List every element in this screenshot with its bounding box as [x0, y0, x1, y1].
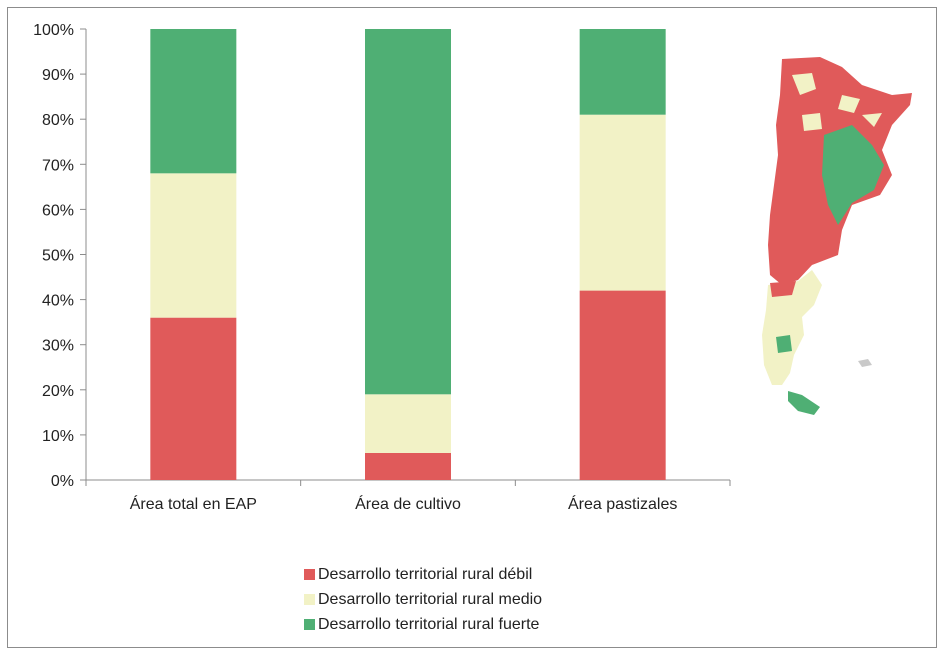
map-north-yellow-patches: [792, 73, 882, 131]
bar-segment: [365, 29, 451, 395]
x-category-label: Área pastizales: [568, 494, 677, 513]
argentina-map-icon: [742, 55, 932, 425]
bar-segment: [150, 173, 237, 318]
y-tick-label: 70%: [42, 157, 74, 174]
map-south-green-patch: [776, 335, 792, 353]
y-tick-label: 50%: [42, 248, 74, 265]
map-tierra-del-fuego: [788, 391, 820, 415]
y-tick-label: 30%: [42, 338, 74, 355]
legend-label: Desarrollo territorial rural fuerte: [318, 615, 540, 633]
legend-label: Desarrollo territorial rural medio: [318, 590, 543, 608]
bar-segment: [579, 290, 666, 480]
x-category-label: Área de cultivo: [355, 494, 461, 513]
bar-segment: [579, 114, 666, 291]
bar-segment: [365, 394, 451, 453]
y-tick-labels: 0% 10% 20% 30% 40% 50% 60% 70% 80% 90% 100%: [33, 22, 74, 490]
map-south-red-patch: [770, 281, 796, 297]
bar-segment: [579, 29, 666, 115]
y-tick-label: 60%: [42, 202, 74, 219]
map-center-green-region: [822, 125, 884, 225]
y-tick-label: 40%: [42, 293, 74, 310]
y-tick-label: 10%: [42, 428, 74, 445]
legend-item: Desarrollo territorial rural débil: [304, 562, 542, 587]
chart-bars: [150, 29, 666, 480]
map-islands: [858, 359, 872, 367]
bar-segment: [365, 452, 451, 480]
chart-legend: Desarrollo territorial rural débil Desarr…: [304, 562, 542, 637]
legend-label: Desarrollo territorial rural débil: [318, 565, 533, 583]
y-tick-label: 90%: [42, 67, 74, 84]
bar-segment: [150, 317, 237, 480]
legend-item: Desarrollo territorial rural medio: [304, 587, 542, 612]
x-category-labels: Área total en EAP Área de cultivo Área pas…: [130, 494, 678, 513]
legend-swatch: [304, 594, 315, 605]
legend-swatch: [304, 619, 315, 630]
x-category-label: Área total en EAP: [130, 494, 257, 513]
y-tick-label: 0%: [51, 473, 74, 490]
y-tick-label: 20%: [42, 383, 74, 400]
y-tick-label: 80%: [42, 112, 74, 129]
legend-item: Desarrollo territorial rural fuerte: [304, 612, 542, 637]
bar-segment: [150, 29, 237, 174]
map-south-region: [762, 270, 822, 385]
map-drawing: [762, 57, 912, 415]
legend-swatch: [304, 569, 315, 580]
y-tick-label: 100%: [33, 22, 74, 39]
